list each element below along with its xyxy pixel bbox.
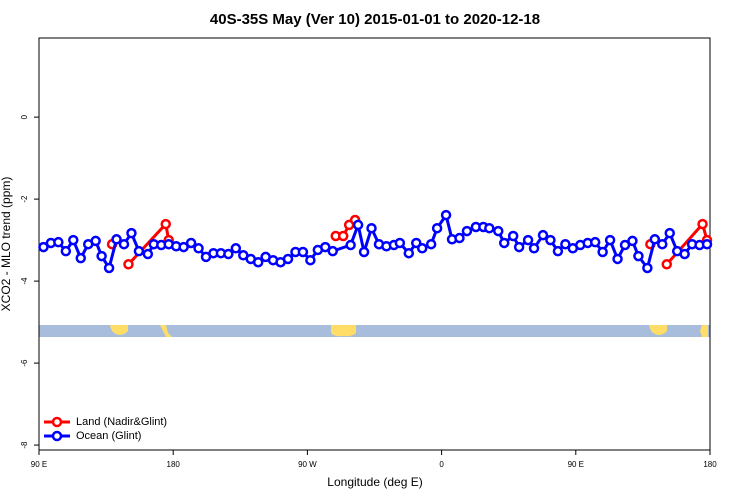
point (345, 239, 356, 251)
point (352, 219, 364, 231)
point (425, 238, 437, 250)
point (53, 236, 64, 248)
point (358, 246, 370, 258)
x-tick-label: 0 (439, 460, 444, 469)
point (366, 222, 377, 234)
land-patch (331, 325, 356, 337)
point (38, 241, 49, 253)
land-patch (700, 325, 708, 337)
x-tick-label: 90 E (31, 460, 47, 469)
point (633, 250, 644, 262)
point (282, 253, 294, 265)
point (597, 246, 608, 258)
map-strip (39, 325, 710, 337)
point (627, 235, 638, 247)
point (545, 234, 556, 246)
land-patch (110, 325, 128, 335)
point (679, 248, 690, 260)
point (661, 259, 673, 270)
point (142, 248, 154, 260)
point (528, 243, 540, 254)
y-tick-label: -6 (20, 359, 29, 367)
point (612, 253, 623, 265)
x-tick-label: 90 W (298, 460, 317, 469)
point (619, 239, 631, 251)
chart-title: 40S-35S May (Ver 10) 2015-01-01 to 2020-… (210, 11, 540, 28)
point (431, 222, 443, 234)
point (403, 247, 415, 259)
point (160, 218, 171, 230)
point (664, 227, 675, 239)
land-patch (649, 325, 667, 335)
point (123, 259, 134, 270)
point (252, 256, 264, 268)
point (103, 262, 115, 274)
point (118, 238, 130, 250)
point (484, 222, 495, 234)
point (493, 225, 504, 237)
x-tick-label: 180 (167, 460, 181, 469)
y-axis-label: XCO2 - MLO trend (ppm) (0, 177, 13, 312)
point (90, 235, 101, 247)
point (697, 218, 708, 230)
y-tick-label: -4 (20, 277, 29, 285)
point (96, 250, 107, 262)
x-axis-label: Longitude (deg E) (327, 475, 422, 489)
point (461, 225, 473, 237)
point (498, 237, 510, 249)
point (604, 234, 616, 246)
point (327, 245, 338, 257)
point (589, 236, 601, 248)
land-patch (160, 325, 172, 337)
point (537, 229, 549, 241)
y-tick-label: -2 (20, 195, 29, 203)
point (337, 230, 349, 242)
y-tick-label: 0 (20, 114, 29, 119)
y-tick-label: -8 (20, 441, 29, 449)
point (75, 252, 87, 264)
point (230, 243, 242, 254)
point (522, 234, 534, 246)
point (649, 234, 661, 245)
point (178, 241, 189, 253)
legend-label: Ocean (Glint) (76, 430, 141, 442)
legend-label: Land (Nadir&Glint) (76, 416, 167, 428)
x-tick-label: 90 E (568, 460, 584, 469)
point (440, 209, 452, 221)
point (642, 262, 653, 274)
point (223, 248, 234, 260)
point (416, 243, 428, 254)
point (193, 243, 204, 254)
point (185, 237, 197, 249)
point (560, 238, 571, 250)
legend-marker (51, 430, 63, 442)
point (657, 238, 668, 250)
point (701, 238, 713, 250)
point (68, 234, 79, 246)
point (133, 245, 145, 257)
point (111, 234, 122, 245)
legend-marker (51, 416, 63, 428)
point (126, 227, 137, 239)
point (60, 245, 72, 257)
point (552, 245, 564, 257)
x-tick-label: 180 (703, 460, 717, 469)
point (297, 246, 309, 258)
point (454, 232, 465, 244)
point (513, 241, 525, 253)
point (507, 230, 519, 242)
point (305, 254, 316, 266)
point (320, 241, 331, 253)
point (394, 237, 406, 249)
